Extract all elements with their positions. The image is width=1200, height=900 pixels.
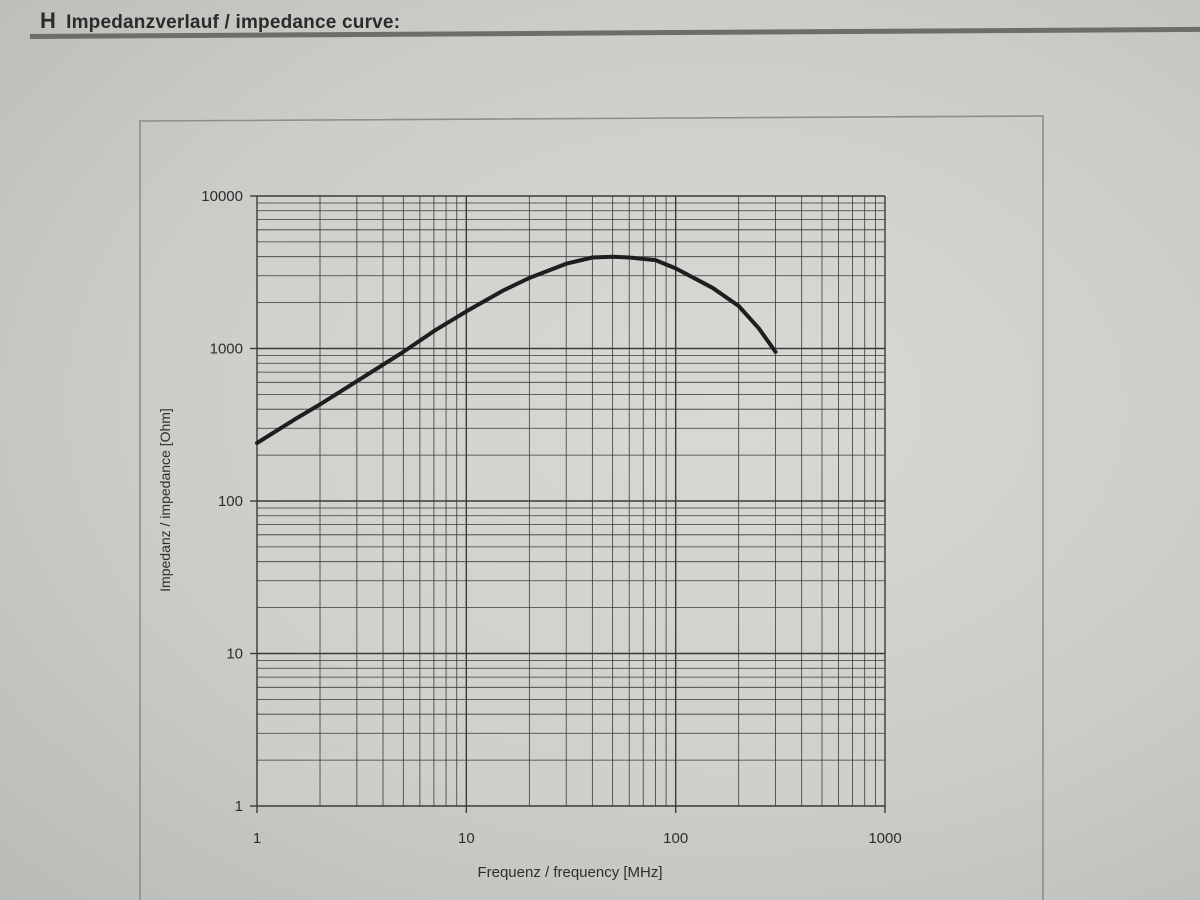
chart-border [139,115,1044,900]
section-title: Impedanzverlauf / impedance curve: [66,12,401,33]
x-tick-labels: 1 10 100 1000 [253,830,902,847]
y-tick-labels: 1 10 100 1000 10000 [201,188,243,815]
y-tick-label: 10000 [201,188,243,205]
y-tick-label: 100 [218,493,243,510]
axis-ticks [250,195,886,813]
x-axis-label: Frequenz / frequency [MHz] [477,864,662,881]
y-tick-label: 10 [226,646,243,663]
section-letter: H [40,8,57,33]
x-tick-label: 10 [458,830,475,847]
x-tick-label: 1000 [868,830,901,847]
x-tick-label: 1 [253,830,261,847]
x-tick-label: 100 [663,830,688,847]
y-axis-label: Impedanz / impedance [Ohm] [157,408,173,592]
y-tick-label: 1 [235,798,243,815]
impedance-curve [255,254,778,445]
chart-grid [256,195,886,807]
y-tick-label: 1000 [210,341,243,358]
section-heading: H Impedanzverlauf / impedance curve: [40,8,400,34]
